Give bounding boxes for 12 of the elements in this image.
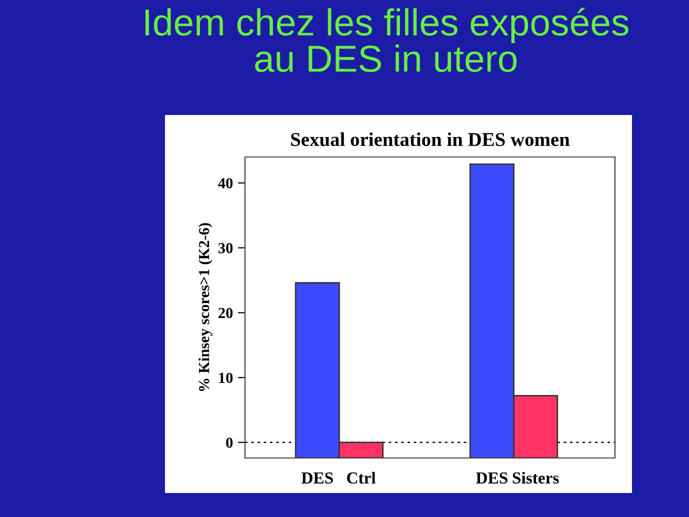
chart-subtitle: Sexual orientation in DES women — [291, 132, 570, 146]
y-axis-title: % Kinsey scores>1 (K2-6) — [198, 223, 212, 391]
y-tick-label: 30 — [218, 242, 233, 254]
chart-title: Idem chez les filles exposées au DES in utero — [145, 8, 628, 72]
x-tick-label: DES — [302, 472, 333, 484]
x-tick-label: DES — [476, 472, 508, 484]
y-tick-label: 10 — [219, 372, 233, 384]
y-tick-label: 0 — [226, 438, 233, 448]
y-tick-label: 40 — [218, 178, 233, 188]
y-tick-label: 20 — [218, 308, 233, 318]
x-tick-label: Ctrl — [347, 472, 376, 484]
x-tick-label: Sisters — [512, 472, 559, 484]
